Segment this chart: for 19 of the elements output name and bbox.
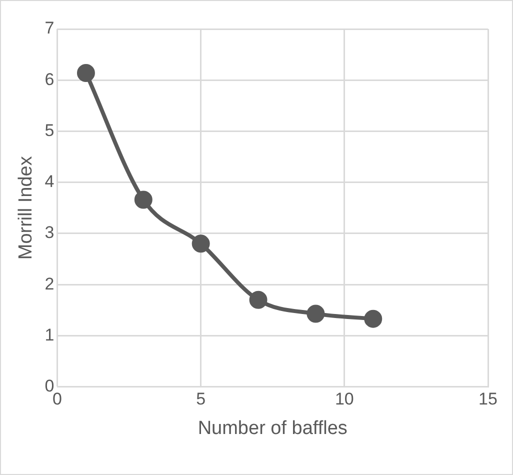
y-tick-label: 1 [44, 325, 54, 344]
x-tick-label: 10 [334, 390, 354, 409]
x-tick-label: 15 [478, 390, 498, 409]
point [364, 310, 382, 328]
y-tick-label: 5 [44, 120, 54, 140]
y-tick-label: 7 [44, 18, 54, 38]
x-axis-title: Number of baffles [198, 418, 348, 439]
x-tick-label: 5 [196, 390, 206, 409]
y-tick-label: 6 [44, 70, 54, 89]
y-tick-label: 0 [44, 376, 54, 396]
y-tick-label: 3 [44, 223, 54, 242]
point [249, 290, 268, 309]
y-axis-title: Morrill Index [16, 156, 37, 260]
point [76, 64, 95, 82]
y-tick-label: 4 [44, 172, 54, 192]
point [306, 304, 325, 323]
point [134, 190, 152, 209]
y-tick-label: 2 [44, 274, 54, 294]
point [192, 234, 210, 253]
